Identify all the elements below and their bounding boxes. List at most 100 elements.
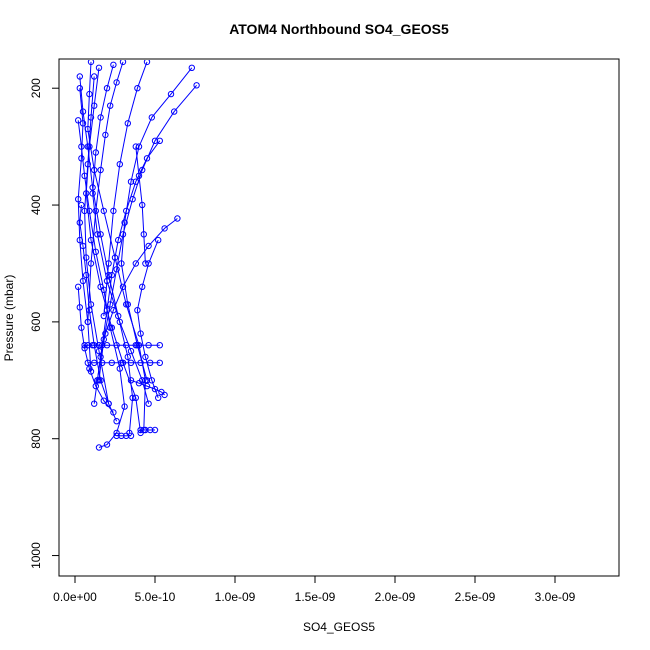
data-point bbox=[127, 359, 135, 366]
data-point bbox=[91, 73, 98, 80]
data-point bbox=[110, 207, 117, 215]
series-line bbox=[98, 84, 197, 381]
data-point bbox=[143, 155, 151, 162]
series-line bbox=[120, 67, 193, 381]
data-point bbox=[151, 385, 159, 393]
series-16 bbox=[113, 432, 135, 439]
data-point bbox=[132, 394, 140, 401]
series-7 bbox=[118, 64, 196, 384]
data-point bbox=[135, 380, 143, 387]
data-point bbox=[155, 394, 162, 401]
data-point bbox=[97, 114, 104, 121]
data-point bbox=[95, 64, 103, 72]
data-point bbox=[139, 201, 146, 209]
data-point bbox=[145, 242, 152, 250]
data-point bbox=[99, 359, 106, 366]
data-point bbox=[95, 347, 103, 355]
data-point bbox=[118, 260, 125, 267]
data-point bbox=[132, 260, 140, 267]
data-point bbox=[92, 382, 100, 390]
data-point bbox=[91, 400, 98, 407]
series-13 bbox=[84, 359, 164, 366]
data-point bbox=[87, 368, 95, 375]
x-axis-label: SO4_GEOS5 bbox=[303, 620, 375, 634]
data-point bbox=[124, 353, 132, 361]
series-line bbox=[84, 76, 110, 404]
data-point bbox=[76, 85, 84, 92]
data-point bbox=[95, 342, 103, 349]
data-point bbox=[156, 342, 164, 349]
series-line bbox=[103, 61, 148, 317]
data-point bbox=[91, 359, 98, 366]
data-point bbox=[102, 330, 109, 337]
data-point bbox=[132, 178, 140, 185]
x-axis: 0.0e+00 5.0e-10 1.0e-09 1.5e-09 2.0e-09 2.5e-… bbox=[53, 575, 576, 604]
x-tick-label: 2.5e-09 bbox=[455, 590, 496, 604]
data-point bbox=[97, 377, 104, 384]
series-line bbox=[92, 64, 150, 404]
data-point bbox=[105, 260, 112, 267]
data-point bbox=[108, 271, 116, 279]
data-point bbox=[123, 432, 130, 439]
data-point bbox=[127, 347, 135, 355]
data-point bbox=[87, 260, 95, 267]
series-line bbox=[130, 379, 165, 396]
data-point bbox=[171, 108, 178, 115]
data-point bbox=[76, 73, 84, 80]
data-point bbox=[143, 60, 151, 66]
series-14 bbox=[127, 377, 168, 399]
data-point bbox=[124, 120, 132, 127]
data-point bbox=[156, 137, 164, 145]
data-point bbox=[113, 342, 120, 349]
data-point bbox=[135, 172, 143, 180]
data-point bbox=[142, 260, 149, 267]
data-point bbox=[142, 426, 149, 434]
data-point bbox=[86, 90, 93, 98]
data-point bbox=[127, 178, 135, 185]
series-20 bbox=[100, 60, 151, 320]
data-point bbox=[119, 60, 127, 66]
data-point bbox=[97, 283, 104, 290]
data-point bbox=[75, 283, 82, 290]
data-point bbox=[110, 61, 117, 69]
data-point bbox=[89, 342, 96, 349]
data-point bbox=[167, 90, 175, 98]
data-point bbox=[193, 82, 200, 89]
data-point bbox=[87, 114, 95, 121]
data-point bbox=[89, 190, 96, 197]
data-point bbox=[81, 207, 88, 215]
data-point bbox=[148, 114, 156, 121]
data-point bbox=[84, 161, 92, 168]
series-11 bbox=[75, 283, 117, 416]
series-line bbox=[135, 146, 146, 264]
y-tick-label: 1000 bbox=[29, 542, 43, 569]
data-point bbox=[113, 79, 120, 86]
data-point bbox=[110, 307, 117, 314]
data-point bbox=[116, 365, 124, 372]
x-tick-label: 3.0e-09 bbox=[535, 590, 576, 604]
data-point bbox=[103, 441, 111, 448]
y-tick-label: 800 bbox=[29, 428, 43, 448]
data-point bbox=[94, 231, 101, 238]
series-line bbox=[87, 61, 146, 431]
data-point bbox=[83, 254, 90, 261]
data-point bbox=[115, 312, 122, 320]
data-point bbox=[121, 403, 128, 410]
series-line bbox=[77, 88, 92, 372]
series-12 bbox=[81, 342, 164, 349]
data-point bbox=[108, 324, 116, 331]
y-tick-label: 400 bbox=[29, 195, 43, 215]
data-point bbox=[108, 359, 116, 366]
data-point bbox=[127, 432, 135, 439]
data-point bbox=[113, 432, 120, 439]
x-tick-label: 5.0e-10 bbox=[135, 590, 176, 604]
data-point bbox=[84, 318, 92, 326]
data-point bbox=[145, 342, 152, 349]
data-point bbox=[156, 359, 164, 366]
data-point bbox=[142, 353, 149, 361]
data-point bbox=[83, 271, 90, 279]
data-point bbox=[76, 236, 84, 244]
data-point bbox=[132, 342, 140, 349]
data-point bbox=[78, 324, 85, 331]
data-point bbox=[105, 400, 112, 407]
